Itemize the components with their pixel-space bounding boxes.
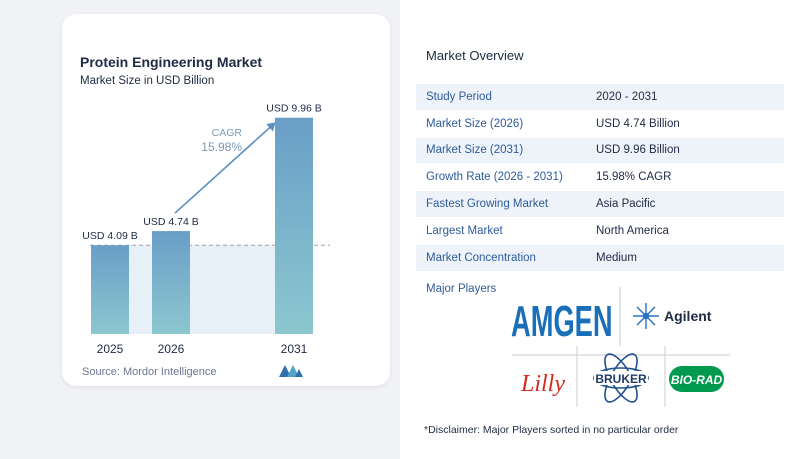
tick-label: 2025 (97, 342, 124, 356)
overview-row: Market Size (2026) USD 4.74 Billion (416, 111, 784, 138)
chart-title: Protein Engineering Market (80, 54, 263, 70)
chart-card: Protein Engineering Market Market Size i… (62, 14, 390, 386)
cagr-value: 15.98% (201, 140, 242, 154)
agilent-spark-icon (633, 303, 659, 329)
mordor-logo-icon (279, 365, 303, 377)
agilent-logo: Agilent (633, 303, 712, 329)
tick-label: 2026 (158, 342, 185, 356)
agilent-logo-text: Agilent (664, 308, 712, 324)
bar (275, 117, 313, 335)
bar-chart: USD 4.09 B 2025 USD 4.74 B 2026 USD 9.96 B 20… (82, 103, 330, 356)
amgen-logo-text: AMGEN (511, 296, 613, 345)
overview-row: Market Size (2031) USD 9.96 Billion (416, 137, 784, 165)
row-label: Growth Rate (2026 - 2031) (426, 171, 563, 184)
tick-label: 2031 (281, 342, 308, 356)
overview-row: Market Concentration Medium (416, 244, 784, 272)
row-label: Fastest Growing Market (426, 198, 549, 211)
overview-row: Growth Rate (2026 - 2031) 15.98% CAGR (416, 164, 784, 192)
bruker-logo-text: BRUKER (595, 372, 647, 386)
bruker-logo: BRUKER (593, 353, 649, 403)
data-label: USD 4.09 B (82, 230, 137, 242)
overview-table: Study Period 2020 - 2031 Market Size (202… (416, 84, 784, 272)
growth-arrow (174, 122, 276, 214)
row-label: Market Size (2031) (426, 144, 524, 157)
data-label: USD 4.74 B (143, 216, 198, 228)
disclaimer: *Disclaimer: Major Players sorted in no … (424, 424, 679, 436)
bar (152, 231, 190, 334)
reference-band (110, 245, 294, 334)
player-logos: AMGEN Agilent Lilly BRUKER (511, 287, 730, 407)
lilly-logo: Lilly (520, 371, 565, 397)
row-label: Market Size (2026) (426, 117, 524, 130)
biorad-logo-text: BIO-RAD (671, 373, 723, 387)
row-value: USD 9.96 Billion (596, 144, 680, 157)
amgen-logo: AMGEN (511, 296, 613, 345)
bar (91, 245, 129, 334)
overview-panel: Market Overview Study Period 2020 - 2031 … (400, 0, 800, 459)
row-value: 15.98% CAGR (596, 171, 672, 184)
row-value: North America (596, 224, 669, 237)
overview-row: Largest Market North America (416, 218, 784, 245)
row-value: USD 4.74 Billion (596, 117, 680, 130)
row-label: Market Concentration (426, 251, 536, 264)
overview-row: Fastest Growing Market Asia Pacific (416, 191, 784, 218)
lilly-logo-text: Lilly (520, 371, 565, 397)
cagr-label: CAGR (212, 127, 243, 139)
data-label: USD 9.96 B (266, 103, 321, 115)
biorad-logo: BIO-RAD (669, 366, 724, 392)
row-label: Largest Market (426, 224, 503, 237)
overview-title: Market Overview (426, 48, 524, 63)
row-value: 2020 - 2031 (596, 90, 658, 103)
chart-subtitle: Market Size in USD Billion (80, 75, 215, 87)
major-players-label: Major Players (426, 283, 497, 295)
source-note: Source: Mordor Intelligence (82, 366, 217, 378)
row-label: Study Period (426, 90, 492, 103)
overview-row: Study Period 2020 - 2031 (416, 84, 784, 111)
row-value: Asia Pacific (596, 198, 656, 211)
row-value: Medium (596, 251, 637, 264)
